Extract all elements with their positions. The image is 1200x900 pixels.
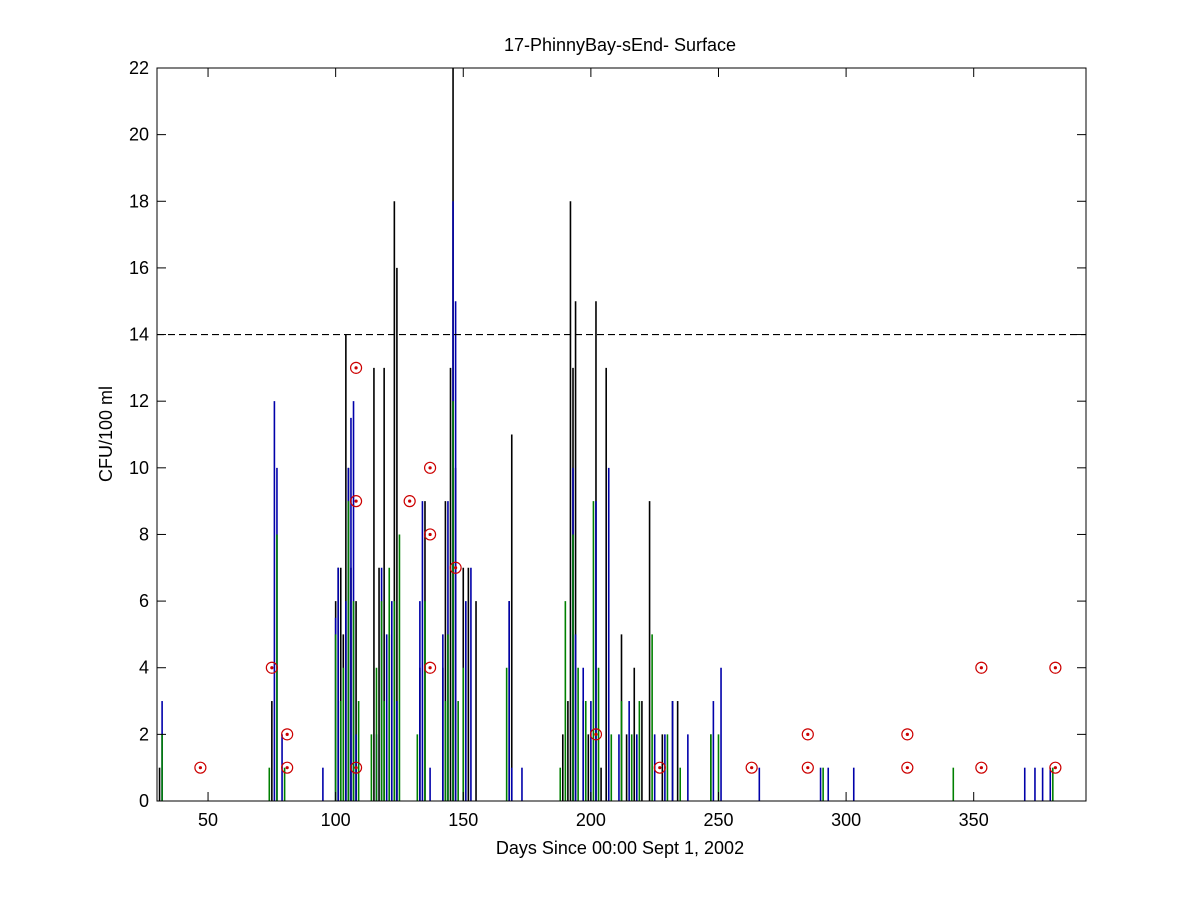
marker-circle bbox=[1049, 661, 1062, 674]
x-tick-label: 250 bbox=[703, 810, 733, 830]
axes-layer: 50 100 150 200 250 300 350 0 2 4 6 8 10 12 14 16 18 20 22 bbox=[129, 58, 1087, 830]
marker-dot bbox=[905, 732, 909, 736]
marker-circle bbox=[281, 761, 294, 774]
marker-dot bbox=[806, 732, 810, 736]
marker-dot bbox=[979, 666, 983, 670]
marker-dot bbox=[594, 732, 598, 736]
y-tick-label: 12 bbox=[129, 391, 149, 411]
bars-layer bbox=[158, 68, 1054, 801]
marker-circle bbox=[349, 361, 363, 374]
markers-layer bbox=[194, 361, 1062, 774]
marker-circle bbox=[901, 761, 914, 774]
marker-circle bbox=[975, 761, 988, 774]
y-axis-title: CFU/100 ml bbox=[96, 386, 116, 482]
y-tick-label: 6 bbox=[139, 591, 149, 611]
marker-circle bbox=[801, 761, 814, 774]
marker-dot bbox=[354, 366, 358, 370]
x-tick-label: 150 bbox=[448, 810, 478, 830]
marker-dot bbox=[198, 766, 202, 770]
marker-dot bbox=[270, 666, 274, 670]
marker-circle bbox=[423, 528, 437, 541]
marker-circle bbox=[349, 495, 363, 508]
marker-dot bbox=[979, 766, 983, 770]
x-tick-label: 50 bbox=[198, 810, 218, 830]
marker-dot bbox=[428, 666, 432, 670]
marker-circle bbox=[349, 761, 363, 774]
y-tick-label: 20 bbox=[129, 125, 149, 145]
marker-dot bbox=[1053, 666, 1057, 670]
x-tick-label: 300 bbox=[831, 810, 861, 830]
marker-circle bbox=[403, 495, 416, 508]
y-tick-label: 8 bbox=[139, 524, 149, 544]
marker-dot bbox=[428, 466, 432, 470]
chart-title: 17-PhinnyBay-sEnd- Surface bbox=[504, 35, 736, 55]
marker-dot bbox=[454, 566, 458, 570]
marker-circle bbox=[265, 661, 278, 674]
plot-frame bbox=[156, 67, 1087, 802]
marker-circle bbox=[194, 761, 207, 774]
marker-dot bbox=[806, 766, 810, 770]
marker-circle bbox=[449, 561, 462, 574]
marker-dot bbox=[354, 766, 358, 770]
marker-circle bbox=[589, 728, 603, 741]
marker-dot bbox=[658, 766, 662, 770]
marker-circle bbox=[423, 661, 437, 674]
marker-dot bbox=[285, 766, 289, 770]
marker-circle bbox=[281, 728, 294, 741]
x-tick-label: 200 bbox=[576, 810, 606, 830]
marker-dot bbox=[285, 732, 289, 736]
marker-dot bbox=[750, 766, 754, 770]
y-tick-label: 16 bbox=[129, 258, 149, 278]
marker-circle bbox=[901, 728, 914, 741]
y-tick-label: 4 bbox=[139, 658, 149, 678]
marker-dot bbox=[354, 499, 358, 503]
marker-circle bbox=[1049, 761, 1062, 774]
x-axis-title: Days Since 00:00 Sept 1, 2002 bbox=[496, 838, 744, 858]
marker-circle bbox=[653, 761, 666, 774]
x-tick-label: 100 bbox=[321, 810, 351, 830]
marker-dot bbox=[428, 532, 432, 537]
x-tick-label: 350 bbox=[959, 810, 989, 830]
marker-dot bbox=[1053, 766, 1057, 770]
y-tick-label: 2 bbox=[139, 724, 149, 744]
y-tick-label: 10 bbox=[129, 458, 149, 478]
y-tick-label: 14 bbox=[129, 325, 149, 345]
y-tick-label: 0 bbox=[139, 791, 149, 811]
y-tick-label: 18 bbox=[129, 191, 149, 211]
marker-circle bbox=[801, 728, 814, 741]
marker-circle bbox=[975, 661, 988, 674]
marker-dot bbox=[905, 766, 909, 770]
y-tick-label: 22 bbox=[129, 58, 149, 78]
marker-dot bbox=[408, 499, 412, 503]
marker-circle bbox=[745, 761, 758, 774]
marker-circle bbox=[423, 461, 437, 474]
